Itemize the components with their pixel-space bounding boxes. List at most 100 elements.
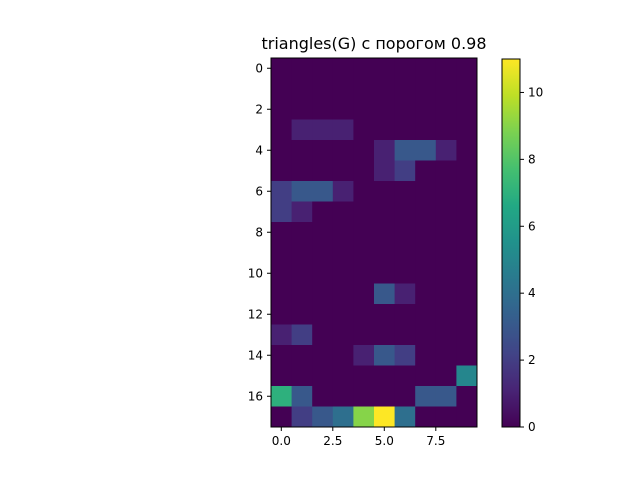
heatmap-cell (291, 58, 313, 79)
heatmap-cell (271, 242, 292, 264)
heatmap-cell (271, 386, 292, 407)
colorbar-tick-label: 4 (528, 286, 536, 300)
heatmap-cell (353, 99, 375, 120)
heatmap-cell (394, 406, 416, 428)
heatmap-cell (332, 324, 354, 346)
heatmap-cell (271, 406, 292, 428)
heatmap-cell (312, 242, 334, 264)
heatmap-cell (435, 78, 457, 100)
heatmap-cell (353, 304, 375, 325)
heatmap-cell (291, 78, 313, 100)
heatmap-cell (271, 78, 292, 100)
heatmap-cell (394, 263, 416, 284)
heatmap-cell (271, 201, 292, 223)
heatmap-cell (415, 324, 437, 346)
heatmap-cell (456, 78, 478, 100)
heatmap-cell (435, 160, 457, 182)
heatmap-cell (353, 78, 375, 100)
heatmap-cell (271, 263, 292, 284)
y-tick-label: 10 (248, 266, 263, 280)
heatmap-cell (271, 160, 292, 182)
heatmap-cells (271, 58, 478, 428)
heatmap-cell (435, 365, 457, 387)
heatmap-cell (415, 283, 437, 305)
heatmap-cell (456, 365, 478, 387)
heatmap-cell (291, 263, 313, 284)
heatmap-cell (415, 365, 437, 387)
heatmap-cell (456, 345, 478, 366)
heatmap-cell (271, 304, 292, 325)
heatmap-cell (456, 222, 478, 243)
heatmap-cell (271, 365, 292, 387)
heatmap-cell (374, 140, 395, 161)
heatmap-cell (374, 201, 395, 223)
heatmap-cell (332, 201, 354, 223)
heatmap-cell (394, 58, 416, 79)
heatmap-cell (291, 160, 313, 182)
heatmap-cell (291, 242, 313, 264)
heatmap-cell (291, 119, 313, 141)
heatmap-cell (456, 99, 478, 120)
heatmap-cell (415, 78, 437, 100)
heatmap-cell (394, 78, 416, 100)
heatmap-cell (312, 201, 334, 223)
heatmap-cell (415, 201, 437, 223)
heatmap-cell (415, 406, 437, 428)
heatmap-cell (394, 283, 416, 305)
heatmap-cell (456, 160, 478, 182)
heatmap-cell (312, 263, 334, 284)
heatmap-cell (332, 345, 354, 366)
heatmap-cell (415, 99, 437, 120)
heatmap-cell (312, 345, 334, 366)
heatmap-cell (435, 58, 457, 79)
heatmap-cell (291, 365, 313, 387)
heatmap-cell (394, 324, 416, 346)
heatmap-cell (312, 140, 334, 161)
heatmap-cell (435, 222, 457, 243)
heatmap-cell (291, 283, 313, 305)
heatmap-cell (353, 140, 375, 161)
heatmap-cell (312, 160, 334, 182)
heatmap-cell (353, 119, 375, 141)
heatmap-cell (271, 181, 292, 202)
heatmap-cell (312, 406, 334, 428)
heatmap-cell (435, 324, 457, 346)
x-axis: 0.0 2.5 5.0 7.5 (272, 427, 445, 448)
colorbar-tick-label: 6 (528, 219, 536, 233)
heatmap-cell (332, 140, 354, 161)
heatmap-cell (312, 222, 334, 243)
heatmap-cell (374, 406, 395, 428)
heatmap-cell (332, 181, 354, 202)
heatmap-cell (332, 242, 354, 264)
heatmap-cell (394, 222, 416, 243)
heatmap-cell (332, 222, 354, 243)
heatmap-cell (332, 119, 354, 141)
heatmap-cell (353, 345, 375, 366)
heatmap-cell (332, 58, 354, 79)
heatmap-cell (353, 283, 375, 305)
heatmap-cell (353, 58, 375, 79)
heatmap-cell (456, 181, 478, 202)
heatmap-cell (374, 58, 395, 79)
heatmap-cell (374, 324, 395, 346)
colorbar-frame (501, 58, 521, 428)
heatmap-cell (456, 283, 478, 305)
heatmap-cell (332, 263, 354, 284)
heatmap-cell (415, 222, 437, 243)
heatmap-cell (456, 406, 478, 428)
y-tick-label: 16 (248, 389, 263, 403)
heatmap-cell (374, 263, 395, 284)
heatmap-cell (291, 201, 313, 223)
y-axis: 0 2 4 6 8 10 12 14 16 (248, 61, 271, 403)
heatmap-cell (374, 119, 395, 141)
heatmap-cell (374, 386, 395, 407)
heatmap-cell (353, 365, 375, 387)
x-tick-label: 5.0 (375, 434, 394, 448)
heatmap-cell (394, 201, 416, 223)
heatmap-cell (435, 181, 457, 202)
heatmap-cell (291, 140, 313, 161)
colorbar-tick-label: 2 (528, 353, 536, 367)
colorbar-tick-label: 10 (528, 85, 543, 99)
heatmap-cell (394, 242, 416, 264)
colorbar-tick-label: 0 (528, 420, 536, 434)
